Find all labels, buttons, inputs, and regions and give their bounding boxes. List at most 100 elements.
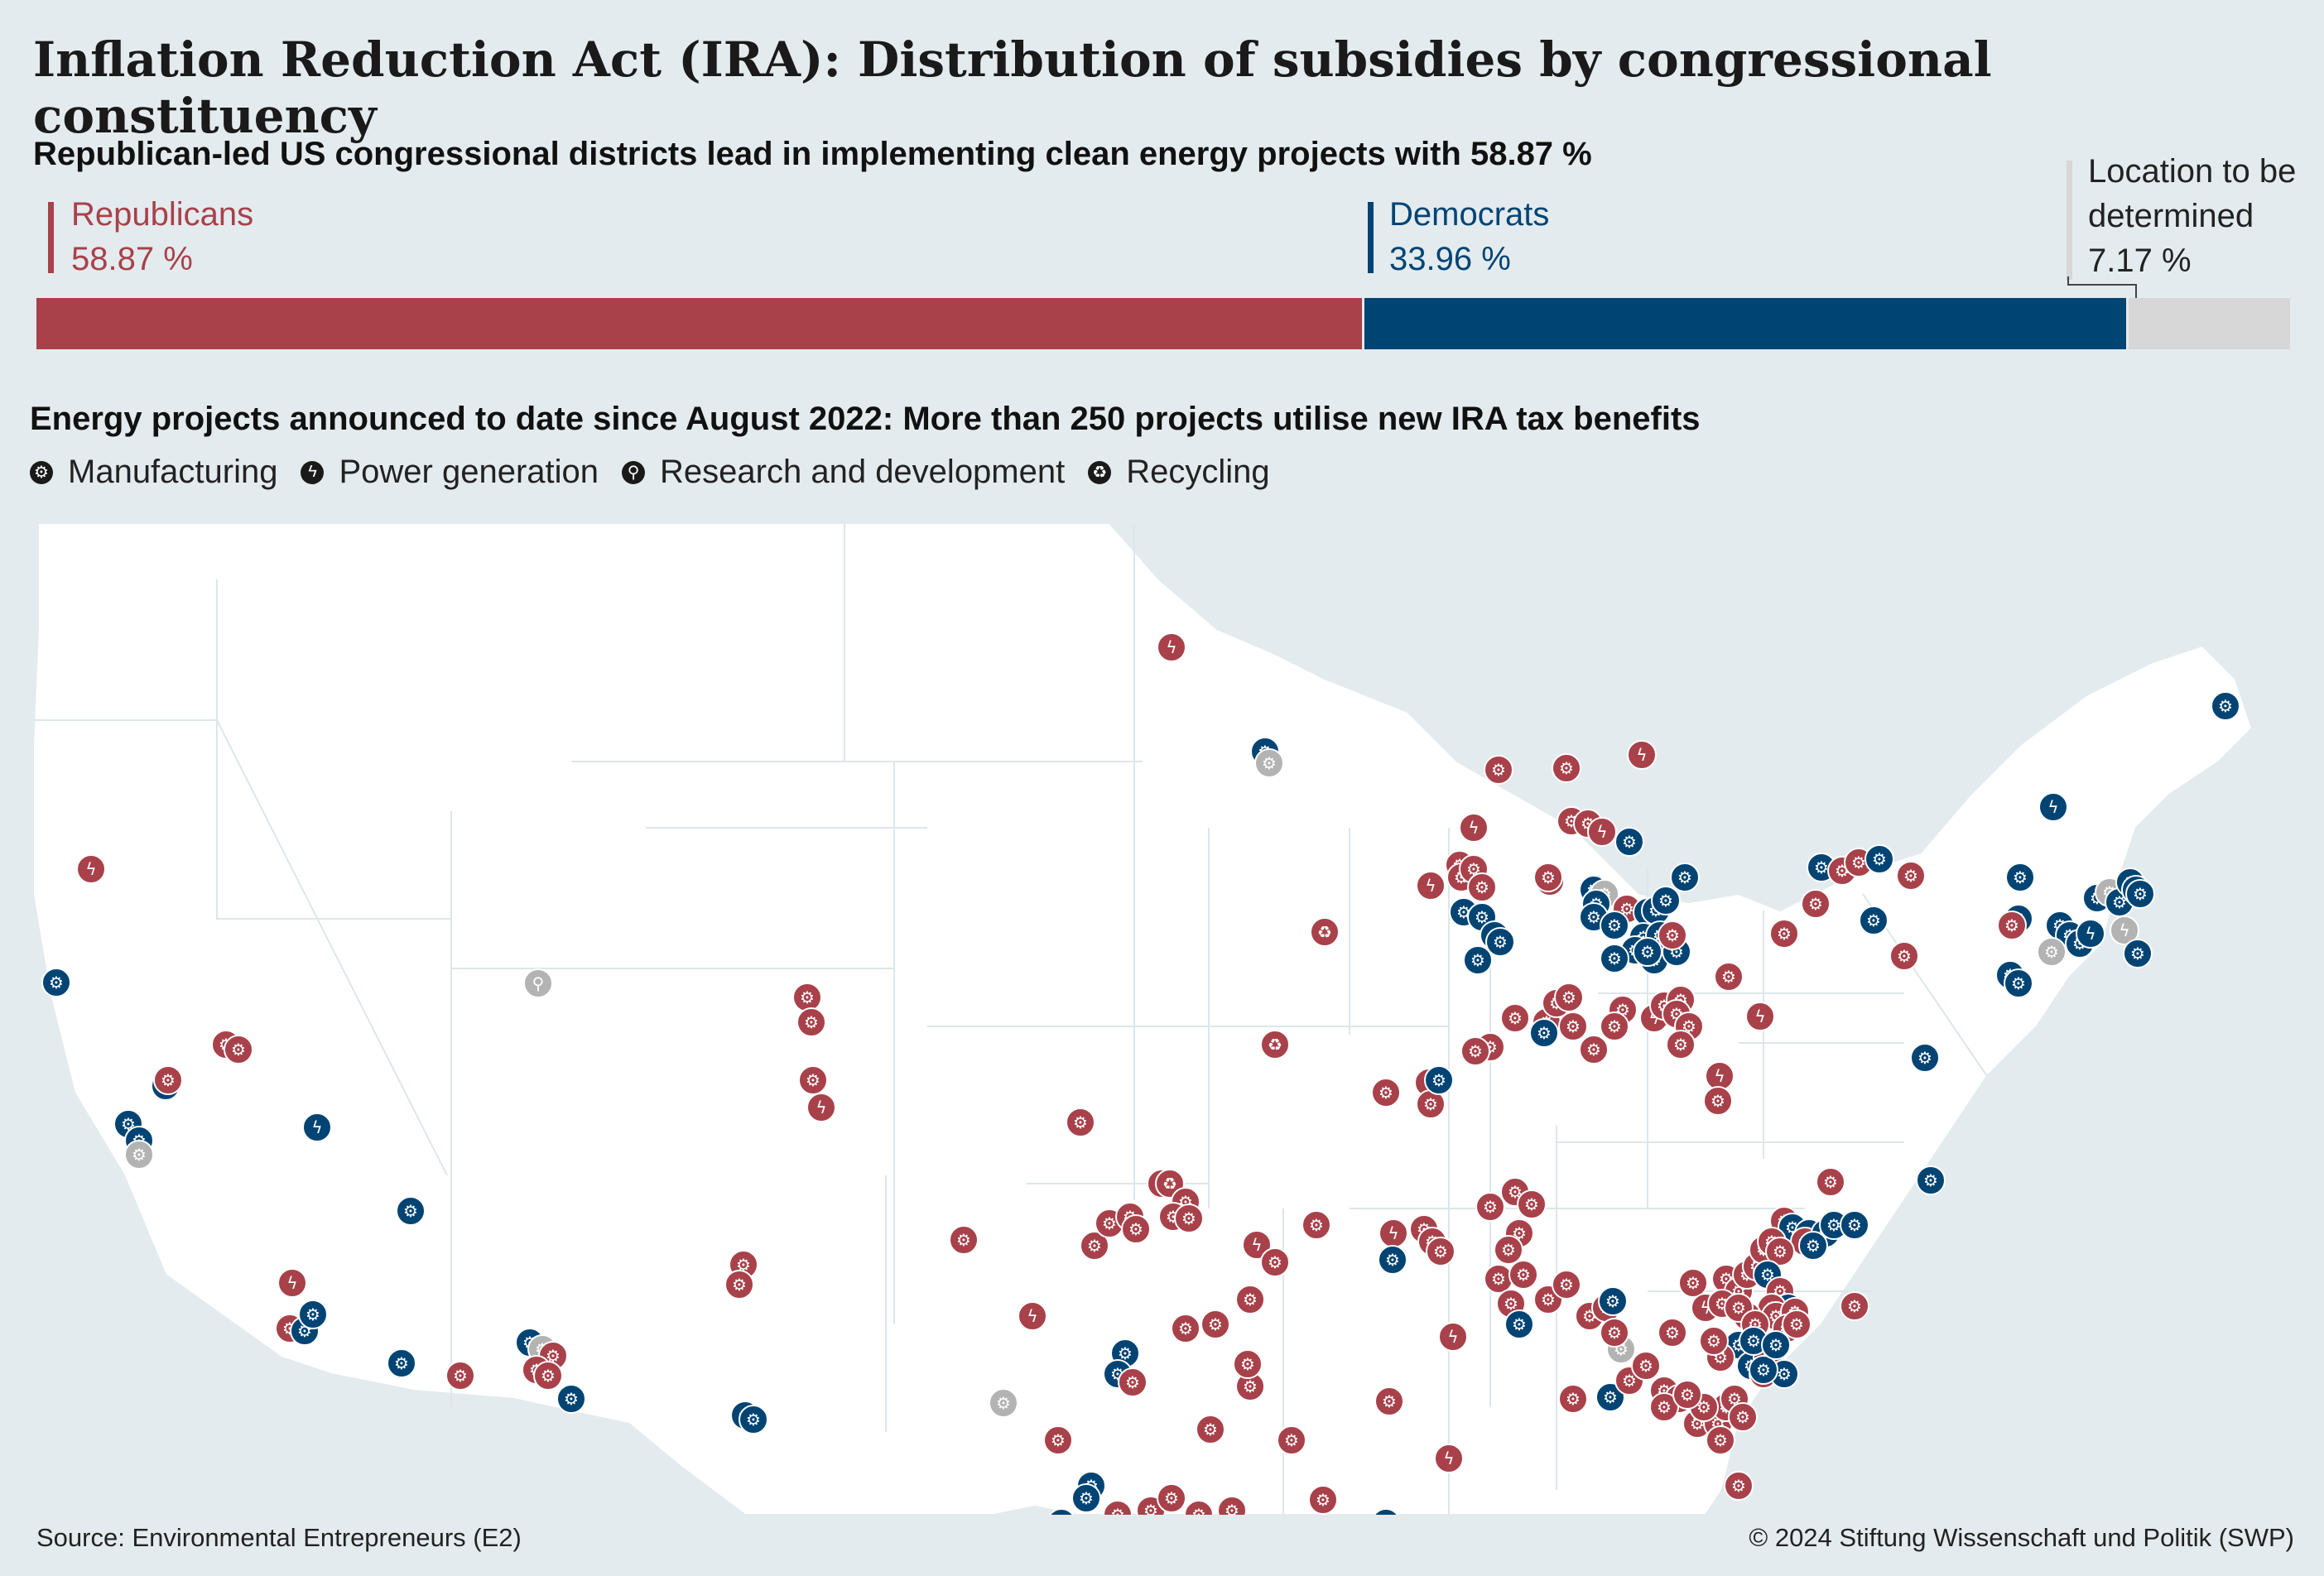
marker-circle [1438, 1322, 1468, 1352]
gear-icon: ⚙ [1847, 1296, 1862, 1316]
undetermined-tick [2067, 161, 2072, 280]
marker-circle [1118, 1367, 1148, 1397]
gear-icon: ⚙ [1622, 832, 1637, 852]
gear-icon: ⚙ [1559, 758, 1574, 778]
gear-icon: ⚙ [1470, 950, 1485, 970]
marker-circle [76, 854, 106, 884]
gear-icon: ⚙ [1658, 891, 1673, 911]
gear-project-marker: ⚙ [1374, 1386, 1404, 1416]
marker-circle [1459, 813, 1489, 843]
gear-project-marker: ⚙ [1552, 753, 1581, 783]
gear-icon: ⚙ [2133, 884, 2148, 904]
gear-icon: ⚙ [1768, 1335, 1783, 1355]
gear-project-marker: ⚙ [1658, 1318, 1687, 1348]
gear-icon: ⚙ [1541, 867, 1556, 887]
marker-circle [298, 1300, 328, 1329]
marker-circle [1910, 1043, 1940, 1073]
gear-icon: ⚙ [1665, 1323, 1680, 1343]
magnifier-project-marker: ⚲ [1374, 1508, 1398, 1515]
gear-icon: ⚙ [1143, 1501, 1158, 1515]
gear-icon: ⚙ [1284, 1430, 1299, 1450]
marker-circle [41, 968, 71, 997]
marker-circle [387, 1348, 416, 1378]
marker-circle [1600, 1011, 1629, 1041]
gear-project-marker: ⚙ [1614, 1366, 1644, 1396]
gear-icon: ⚙ [306, 1305, 320, 1324]
undetermined-label: Location to be determined 7.17 % [2088, 149, 2296, 283]
marker-circle [1184, 1500, 1214, 1515]
marker-circle [1672, 1380, 1702, 1410]
gear-icon: ⚙ [1501, 1240, 1516, 1260]
marker-circle [2004, 968, 2033, 998]
marker-circle [1598, 1286, 1628, 1316]
gear-icon: ⚙ [231, 1040, 246, 1059]
gear-project-marker: ⚙ [1761, 1330, 1791, 1360]
gear-project-marker: ⚙ [153, 1065, 183, 1095]
gear-icon: ⚙ [564, 1389, 579, 1409]
gear-project-marker: ⚙ [387, 1348, 416, 1378]
gear-project-marker: ⚙ [1277, 1425, 1306, 1455]
gear-project-marker: ⚙ [1600, 1318, 1629, 1348]
gear-icon: ⚙ [1665, 925, 1680, 945]
lightning-icon: ϟ [1714, 1066, 1725, 1086]
lightning-icon: ϟ [1251, 1235, 1262, 1255]
gear-icon: ⚙ [1706, 1331, 1721, 1351]
marker-circle [556, 1384, 586, 1414]
gear-icon: ⚙ [49, 973, 64, 992]
recycling-icon: ♻ [1088, 460, 1112, 484]
marker-circle [1254, 748, 1284, 778]
legend-item-research: ⚲ Research and development [622, 454, 1065, 491]
marker-circle [1633, 937, 1662, 967]
marker-circle [1658, 920, 1687, 950]
gear-icon: ⚙ [1607, 1323, 1622, 1343]
marker-circle [1997, 911, 2027, 940]
gear-icon: ⚙ [1268, 1252, 1282, 1272]
recycling-icon: ♻ [1317, 922, 1332, 942]
gear-project-marker: ⚙ [1260, 1247, 1290, 1277]
lightning-icon: ϟ [1027, 1306, 1037, 1326]
gear-icon: ⚙ [1746, 1331, 1761, 1351]
gear-project-marker: ⚙ [1816, 1167, 1845, 1197]
lightning-icon: ϟ [1388, 1223, 1398, 1243]
gear-icon: ⚙ [1128, 1219, 1143, 1239]
lightning-project-marker: ϟ [1434, 1444, 1464, 1473]
marker-circle [1840, 1210, 1869, 1240]
lightning-icon: ϟ [2047, 797, 2058, 817]
marker-circle [1614, 827, 1644, 857]
marker-circle [1658, 1318, 1687, 1348]
marker-circle [1374, 1508, 1398, 1515]
lightning-icon: ϟ [301, 460, 325, 484]
marker-circle [1816, 1167, 1845, 1197]
marker-circle [1235, 1285, 1265, 1314]
gear-icon: ⚙ [1721, 967, 1736, 987]
marker-circle [1378, 1245, 1407, 1275]
gear-project-marker: ⚙ [41, 968, 71, 997]
legend-label-recycling: Recycling [1126, 454, 1270, 490]
gear-icon: ⚙ [1164, 1488, 1179, 1508]
gear-icon: ⚙ [1680, 1385, 1695, 1405]
gear-icon: ⚙ [1541, 1290, 1556, 1309]
gear-icon: ⚙ [1607, 949, 1622, 968]
gear-project-marker: ⚙ [1235, 1285, 1265, 1314]
gear-icon: ⚙ [1777, 924, 1792, 944]
gear-project-marker: ⚙ [1463, 945, 1493, 975]
gear-project-marker: ⚙ [1378, 1245, 1407, 1275]
gear-icon: ⚙ [1181, 1208, 1196, 1228]
gear-icon: ⚙ [1516, 1265, 1531, 1285]
gear-project-marker: ⚙ [1200, 1309, 1230, 1339]
marker-circle [1485, 927, 1515, 957]
marker-circle [2076, 919, 2105, 949]
marker-circle [1714, 962, 1744, 992]
marker-circle [1416, 871, 1446, 901]
gear-project-marker: ⚙ [1235, 1372, 1265, 1401]
gear-icon: ⚙ [1475, 877, 1489, 897]
marker-circle [806, 1093, 836, 1122]
marker-circle [1157, 1483, 1186, 1513]
democrats-name: Democrats [1389, 196, 1550, 233]
lightning-icon: ϟ [1636, 745, 1647, 765]
gear-icon: ⚙ [1087, 1236, 1102, 1256]
gear-icon: ⚙ [1622, 1371, 1637, 1391]
gear-project-marker: ⚙ [1302, 1210, 1331, 1240]
gear-icon: ⚙ [1713, 1430, 1728, 1450]
marker-circle [1745, 1002, 1775, 1031]
